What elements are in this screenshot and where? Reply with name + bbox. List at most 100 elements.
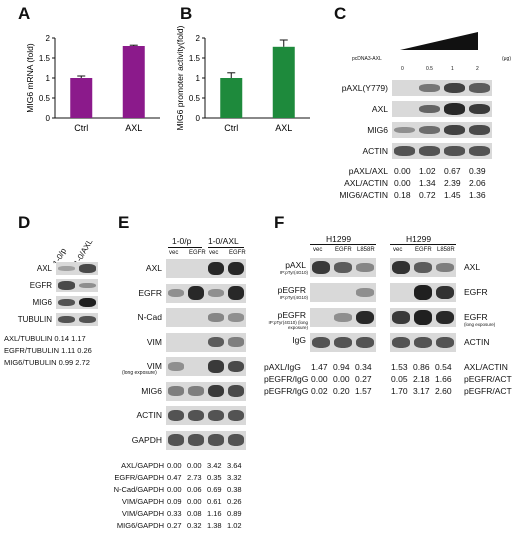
quant-value: 1.66: [435, 374, 452, 384]
blot-e-row: [166, 259, 246, 278]
bar-ctrl: [70, 78, 93, 118]
quant-value: 0.00: [394, 166, 411, 176]
blot-e-row: [166, 406, 246, 425]
blot-band: [419, 84, 440, 92]
panel-label-d: D: [18, 213, 31, 232]
blot-label: MIG6: [367, 125, 388, 135]
blot-label: pAXL(Y779): [341, 83, 388, 93]
blot-label: AXL: [145, 263, 162, 273]
blot-label: VIM: [146, 361, 162, 371]
y-tick-label: 0: [196, 114, 201, 123]
quant-value: 0.06: [187, 485, 202, 494]
blot-band: [168, 362, 184, 371]
dose-unit: (μg): [502, 56, 511, 62]
blot-f-left-row: [310, 283, 376, 302]
lane-label: vec: [313, 247, 323, 253]
blot-band: [168, 288, 184, 298]
bar-axl: [272, 46, 295, 118]
blot-band: [436, 262, 454, 272]
blot-band: [228, 261, 244, 276]
dose-label: 1: [451, 66, 454, 72]
blot-label: N-Cad: [137, 312, 162, 322]
quant-value: 1.02: [227, 521, 242, 530]
quant-value: 0.20: [333, 386, 350, 396]
blot-band: [188, 409, 204, 422]
blot-label: EGFR: [29, 281, 52, 290]
quant-value: 0.18: [394, 190, 411, 200]
blot-band: [79, 315, 96, 324]
dose-label: 0: [401, 66, 404, 72]
quant-value: 1.38: [207, 521, 222, 530]
cell-line-rule: [310, 244, 376, 245]
quant-label: AXL/TUBULIN 0.14 1.17: [4, 334, 86, 343]
quant-value: 1.16: [207, 509, 222, 518]
blot-band: [469, 125, 490, 135]
blot-band: [312, 261, 330, 274]
blot-band: [419, 104, 440, 114]
blot-band: [334, 262, 352, 273]
category-label: AXL: [125, 123, 142, 133]
blot-c-row: [392, 101, 492, 117]
blot-band: [414, 285, 432, 300]
quant-value: 0.39: [469, 166, 486, 176]
quant-label: pEGFR/ACTIN: [464, 374, 512, 384]
blot-band: [79, 264, 96, 273]
quant-value: 2.73: [187, 473, 202, 482]
blot-e-row: [166, 308, 246, 327]
construct-label: pcDNA3-AXL: [352, 56, 382, 62]
blot-label: ACTIN: [136, 410, 163, 420]
quant-label: MIG6/TUBULIN 0.99 2.72: [4, 358, 90, 367]
blot-band: [79, 282, 96, 289]
quant-value: 1.02: [419, 166, 436, 176]
blot-band: [208, 434, 224, 446]
blot-band: [208, 384, 224, 398]
group-label: 1-0/AXL: [208, 236, 239, 246]
quant-label: pEGFR/ACTIN: [464, 386, 512, 396]
blot-band: [444, 103, 465, 115]
blot-band: [334, 336, 352, 349]
y-tick-label: 2: [46, 34, 51, 43]
quant-value: 1.70: [391, 386, 408, 396]
blot-label: MIG6: [141, 385, 162, 396]
quant-label: AXL/ACTIN: [344, 178, 388, 188]
y-axis-label: MIG6 mRNA (fold): [25, 43, 35, 113]
blot-band: [419, 125, 440, 135]
blot-band: [414, 336, 432, 349]
blot-band: [436, 310, 454, 325]
blot-label: TUBULIN: [17, 315, 52, 324]
quant-value: 1.45: [444, 190, 461, 200]
category-label: AXL: [275, 123, 292, 133]
blot-e-row: [166, 283, 246, 303]
blot-c-row: [392, 122, 492, 138]
quant-value: 0.67: [444, 166, 461, 176]
quant-value: 3.17: [413, 386, 430, 396]
blot-band: [58, 315, 75, 324]
panel-label-e: E: [118, 213, 130, 232]
quant-label: MIG6/ACTIN: [339, 190, 388, 200]
quant-value: 0.02: [311, 386, 328, 396]
blot-label: AXL: [371, 104, 388, 114]
blot-band: [444, 146, 465, 156]
quant-value: 0.00: [394, 178, 411, 188]
quant-value: 2.18: [413, 374, 430, 384]
blot-band: [228, 385, 244, 397]
quant-value: 3.42: [207, 461, 222, 470]
blot-band: [228, 434, 244, 446]
quant-value: 0.00: [187, 461, 202, 470]
blot-label: AXL: [464, 262, 481, 272]
quant-value: 0.47: [167, 473, 182, 482]
lane-label: EGFR: [335, 247, 352, 253]
blot-band: [208, 261, 224, 276]
quant-value: 0.69: [207, 485, 222, 494]
chart-a-mig6-mrna: 0 0.5 1 1.5 2 MIG6 mRNA (fold) Ctrl AXL: [25, 34, 160, 133]
quant-value: 0.00: [333, 374, 350, 384]
blot-band: [208, 409, 224, 422]
blot-band: [188, 386, 204, 396]
blot-c-row: [392, 143, 492, 159]
quant-value: 0.32: [187, 521, 202, 530]
blot-band: [392, 311, 410, 324]
blot-band: [469, 146, 490, 156]
quant-value: 2.60: [435, 386, 452, 396]
quant-value: 0.89: [227, 509, 242, 518]
blot-band: [228, 286, 244, 300]
